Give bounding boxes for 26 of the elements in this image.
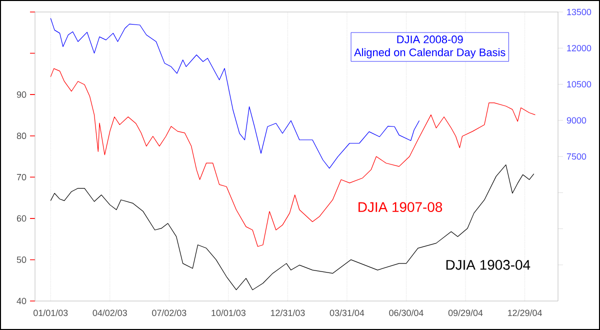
- text: DJIA 2008-09: [397, 36, 463, 44]
- x-tick-label: 12/31/03: [270, 310, 305, 316]
- y-tick-label: 60: [16, 215, 26, 222]
- x-tick-label: 01/01/03: [34, 310, 68, 316]
- line-series: [50, 164, 534, 290]
- x-tick-label: 10/01/03: [212, 310, 246, 316]
- x-tick-label: 07/02/03: [152, 310, 186, 316]
- y2-tick-label: 7500: [566, 153, 586, 160]
- x-tick-label: 12/29/04: [508, 310, 542, 316]
- y2-tick-label: 12000: [567, 44, 592, 52]
- x-tick-label: 09/29/04: [448, 310, 483, 316]
- x-tick-label: 03/31/04: [330, 310, 364, 316]
- y-tick-label: 70: [16, 174, 26, 180]
- series-label: DJIA 1907-08: [358, 202, 442, 212]
- y-tick-label: 90: [16, 91, 26, 98]
- y2-tick-label: 10500: [567, 81, 592, 88]
- text: Aligned on Calendar Day Basis: [354, 48, 506, 58]
- series-label: DJIA 1903-04: [446, 260, 530, 270]
- line-series: [50, 68, 536, 247]
- y2-tick-label: 13500: [567, 8, 592, 16]
- y-tick-label: 80: [16, 132, 26, 140]
- y-tick-label: 40: [16, 298, 26, 304]
- y2-tick-label: 9000: [566, 117, 586, 124]
- x-tick-label: 04/02/03: [92, 310, 127, 316]
- y-tick-label: 50: [16, 256, 26, 263]
- x-tick-label: 06/30/04: [389, 310, 424, 316]
